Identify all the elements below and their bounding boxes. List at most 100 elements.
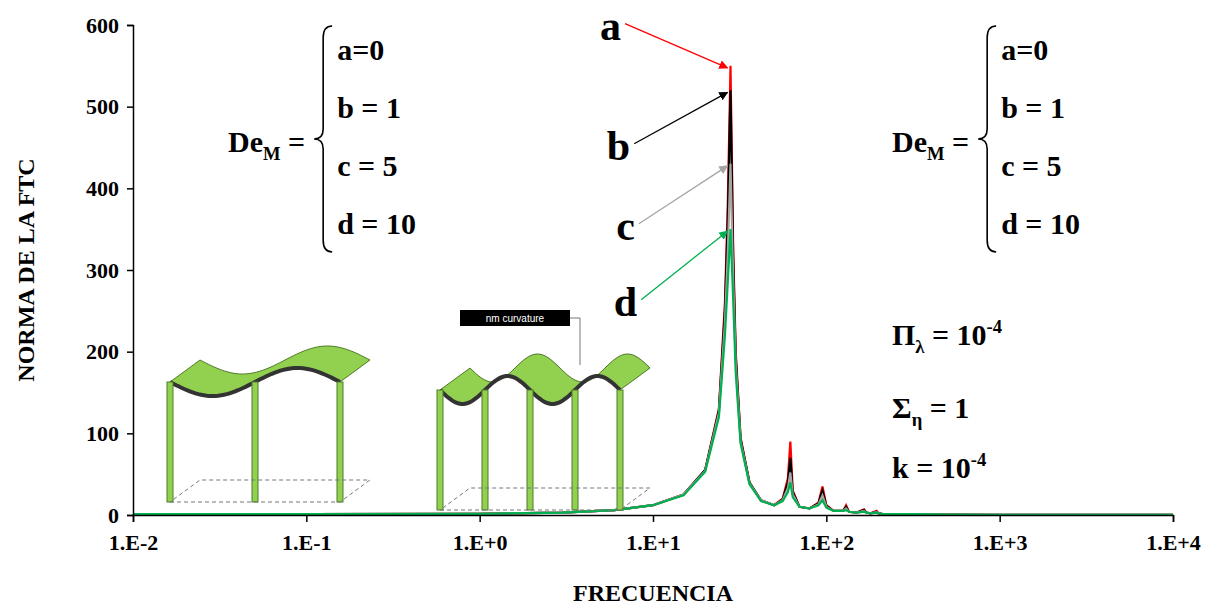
- annotation-case: b = 1: [1001, 91, 1065, 124]
- inset: [167, 346, 370, 502]
- annotation: DeM =a=0b = 1c = 5d = 10: [892, 26, 1080, 252]
- annotation: DeM =a=0b = 1c = 5d = 10: [228, 26, 416, 252]
- y-axis: 0 100 200 300 400 500 600: [86, 13, 134, 528]
- annotation-part: -4: [987, 316, 1003, 337]
- inset-base: [170, 480, 370, 502]
- inset-label: nm curvature: [486, 313, 545, 324]
- series-line: [133, 90, 1173, 515]
- series-label: c: [616, 203, 635, 249]
- annotation-part: η: [912, 409, 923, 430]
- y-tick: 500: [86, 94, 133, 119]
- y-tick-label: 100: [86, 421, 119, 446]
- annotation-text: DeM =: [228, 125, 305, 164]
- x-tick-mark: [1173, 515, 1175, 522]
- series-label: a: [600, 3, 621, 49]
- y-tick: 100: [86, 421, 133, 446]
- annotation-part: De: [228, 125, 263, 158]
- x-tick-label: 1.E+0: [453, 530, 508, 555]
- inset-post: [337, 382, 343, 502]
- x-tick: 1.E+2: [799, 515, 854, 555]
- inset-post: [482, 390, 488, 510]
- y-tick-mark: [127, 270, 133, 272]
- annotation-text: Πλ = 10-4: [892, 316, 1002, 357]
- annotation-brace: [314, 26, 332, 252]
- x-tick-mark: [826, 515, 828, 522]
- inset-label-box: [460, 310, 570, 326]
- series-label-arrow: [639, 166, 728, 224]
- annotation-part: Π: [892, 318, 915, 351]
- x-tick-mark: [653, 515, 655, 522]
- y-tick: 0: [108, 503, 133, 528]
- series-label: b: [607, 123, 630, 169]
- annotation-part: k = 10: [892, 451, 971, 484]
- y-tick-label: 0: [108, 503, 119, 528]
- annotation-case: d = 10: [337, 207, 416, 240]
- y-tick-mark: [127, 106, 133, 108]
- annotation-part: Σ: [892, 391, 912, 424]
- inset-post: [527, 390, 533, 510]
- y-tick-label: 200: [86, 339, 119, 364]
- x-tick: 1.E+1: [626, 515, 681, 555]
- x-tick: 1.E-1: [282, 515, 332, 555]
- inset-post: [617, 390, 623, 510]
- lines: [133, 66, 1173, 515]
- annotation-case: a=0: [337, 33, 384, 66]
- y-tick-label: 400: [86, 176, 119, 201]
- y-tick-label: 600: [86, 13, 119, 38]
- annotation: Πλ = 10-4: [892, 316, 1002, 357]
- y-tick-mark: [127, 351, 133, 353]
- annotation-part: = 10: [924, 318, 986, 351]
- annotation-part: M: [263, 143, 281, 164]
- x-tick-label: 1.E+2: [799, 530, 854, 555]
- x-tick-mark: [999, 515, 1001, 522]
- annotation-part: M: [927, 143, 945, 164]
- series-label-arrow: [634, 92, 727, 143]
- y-tick-mark: [127, 515, 133, 517]
- inset-leader: [580, 318, 581, 365]
- y-tick: 400: [86, 176, 133, 201]
- annotation-text: k = 10-4: [892, 449, 986, 484]
- inset-post: [252, 382, 258, 502]
- x-tick: 1.E+4: [1146, 515, 1201, 555]
- y-tick-label: 500: [86, 94, 119, 119]
- inset-leader: [570, 318, 580, 319]
- y-tick-mark: [127, 25, 133, 27]
- x-axis: 1.E-21.E-11.E+01.E+11.E+21.E+31.E+4: [109, 515, 1201, 555]
- chart: 1.E-21.E-11.E+01.E+11.E+21.E+31.E+401002…: [0, 0, 1213, 613]
- plot: 1.E-21.E-11.E+01.E+11.E+21.E+31.E+401002…: [86, 13, 1201, 555]
- annotation-case: c = 5: [337, 149, 397, 182]
- x-tick-mark: [306, 515, 308, 522]
- series-line: [133, 229, 1173, 515]
- inset-post: [167, 382, 173, 502]
- series-label: d: [614, 279, 637, 325]
- inset-base: [440, 488, 650, 510]
- annotation-part: De: [892, 125, 927, 158]
- x-tick-mark: [479, 515, 481, 522]
- y-tick-label: 300: [86, 258, 119, 283]
- axis-line: [127, 26, 134, 516]
- series-line: [133, 164, 1173, 515]
- annotation-brace: [978, 26, 996, 252]
- x-tick-label: 1.E+3: [973, 530, 1028, 555]
- x-tick: 1.E+3: [973, 515, 1028, 555]
- y-tick: 600: [86, 13, 133, 38]
- annotation: Ση = 1: [892, 391, 969, 430]
- annotation: k = 10-4: [892, 449, 986, 484]
- series-label-arrow: [641, 231, 727, 300]
- annotation-text: DeM =: [892, 125, 969, 164]
- y-tick-mark: [127, 433, 133, 435]
- annotation-part: =: [281, 125, 306, 158]
- x-tick-label: 1.E+1: [626, 530, 681, 555]
- x-tick: 1.E+0: [453, 515, 508, 555]
- annotation-case: d = 10: [1001, 207, 1080, 240]
- x-axis-title: FRECUENCIA: [573, 580, 734, 606]
- series-line: [133, 66, 1173, 515]
- y-tick: 200: [86, 339, 133, 364]
- inset: nm curvature: [437, 310, 650, 510]
- series-label-arrow: [625, 24, 728, 68]
- annotation-part: = 1: [922, 391, 969, 424]
- inset-post: [572, 390, 578, 510]
- annotation-part: -4: [971, 449, 987, 470]
- y-axis-title: NORMA DE LA FTC: [13, 158, 39, 381]
- annotation-text: Ση = 1: [892, 391, 969, 430]
